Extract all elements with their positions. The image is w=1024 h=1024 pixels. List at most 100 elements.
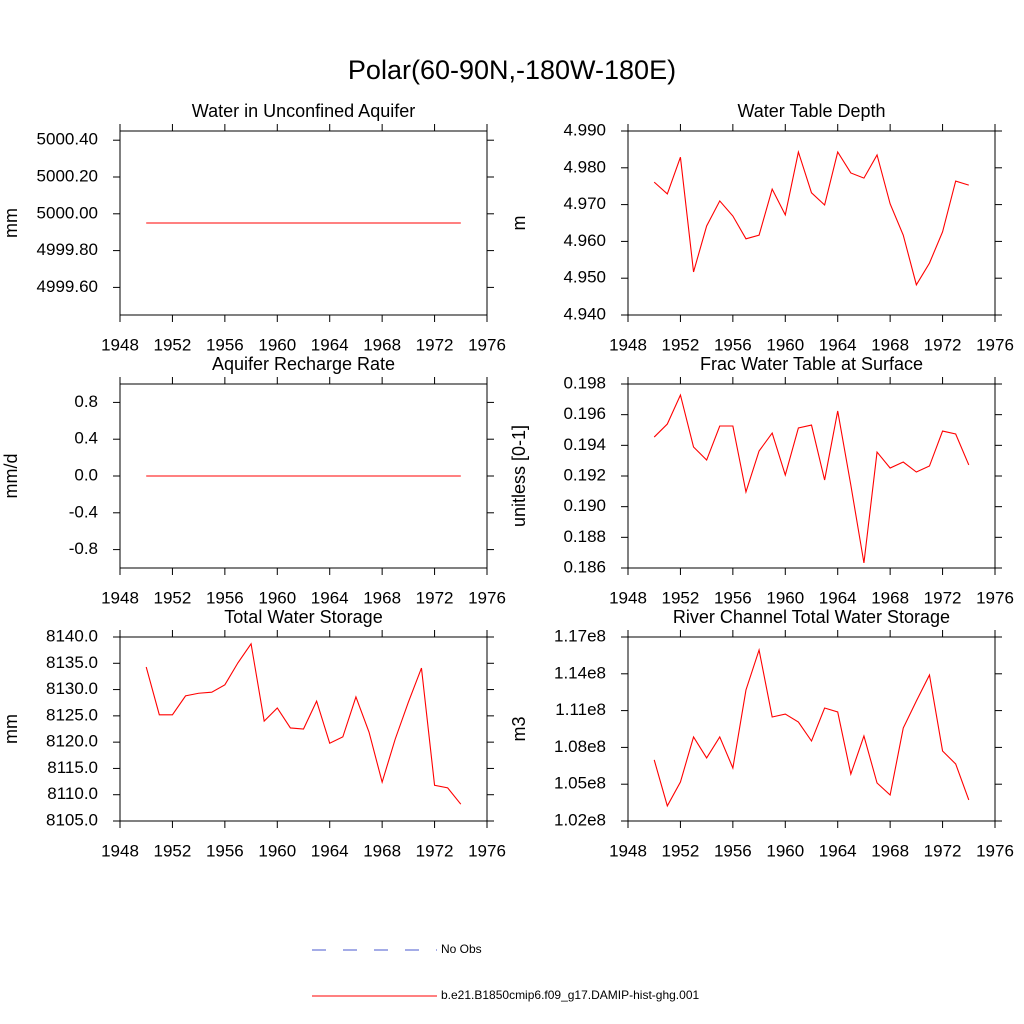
y-tick-label: 0.8 — [74, 392, 98, 411]
x-tick-label: 1976 — [976, 841, 1014, 860]
figure-title: Polar(60-90N,-180W-180E) — [348, 55, 676, 85]
x-tick-label: 1956 — [714, 841, 752, 860]
y-tick-label: 1.11e8 — [555, 700, 606, 719]
x-tick-label: 1960 — [766, 335, 804, 354]
legend-label: b.e21.B1850cmip6.f09_g17.DAMIP-hist-ghg.… — [441, 988, 699, 1002]
y-tick-label: 8110.0 — [47, 784, 98, 803]
x-tick-label: 1960 — [258, 841, 296, 860]
x-tick-label: 1968 — [871, 588, 909, 607]
x-tick-label: 1948 — [101, 588, 139, 607]
y-axis-label: mm — [1, 714, 21, 744]
y-axis-label: m — [509, 216, 529, 231]
x-tick-label: 1948 — [609, 335, 647, 354]
x-tick-label: 1948 — [609, 588, 647, 607]
y-tick-label: 1.08e8 — [554, 737, 606, 756]
panel-title: Water Table Depth — [737, 101, 885, 121]
x-tick-label: 1952 — [662, 841, 700, 860]
x-tick-label: 1964 — [311, 335, 349, 354]
x-tick-label: 1976 — [976, 588, 1014, 607]
x-tick-label: 1956 — [714, 335, 752, 354]
x-tick-label: 1964 — [311, 841, 349, 860]
x-tick-label: 1976 — [468, 588, 506, 607]
y-tick-label: 5000.00 — [37, 203, 98, 222]
y-tick-label: 8125.0 — [46, 705, 98, 724]
y-tick-label: 4999.60 — [37, 277, 98, 296]
y-tick-label: 1.02e8 — [554, 810, 606, 829]
y-tick-label: 5000.20 — [37, 166, 98, 185]
y-tick-label: 1.14e8 — [554, 663, 606, 682]
y-tick-label: 5000.40 — [37, 130, 98, 149]
x-tick-label: 1960 — [258, 335, 296, 354]
x-tick-label: 1952 — [662, 588, 700, 607]
y-tick-label: 0.190 — [563, 496, 606, 515]
data-line — [653, 647, 970, 808]
x-tick-label: 1952 — [662, 335, 700, 354]
x-tick-label: 1972 — [416, 841, 454, 860]
x-tick-label: 1960 — [766, 588, 804, 607]
x-tick-label: 1968 — [871, 841, 909, 860]
x-tick-label: 1956 — [206, 841, 244, 860]
x-tick-label: 1964 — [819, 841, 857, 860]
x-tick-label: 1976 — [468, 335, 506, 354]
x-tick-label: 1964 — [311, 588, 349, 607]
y-tick-label: 0.196 — [563, 404, 606, 423]
x-tick-label: 1972 — [924, 588, 962, 607]
y-tick-label: 8105.0 — [46, 810, 98, 829]
plot-frame — [627, 383, 996, 569]
plot-frame — [627, 636, 996, 822]
y-tick-label: 0.198 — [563, 373, 606, 392]
y-tick-label: 0.188 — [563, 527, 606, 546]
y-tick-label: 8120.0 — [46, 732, 98, 751]
x-tick-label: 1964 — [819, 588, 857, 607]
panel-title: River Channel Total Water Storage — [673, 607, 950, 627]
x-tick-label: 1952 — [154, 588, 192, 607]
x-tick-label: 1976 — [976, 335, 1014, 354]
y-tick-label: 1.17e8 — [554, 626, 606, 645]
panel-title: Aquifer Recharge Rate — [212, 354, 395, 374]
y-tick-label: 8115.0 — [47, 758, 98, 777]
legend-label: No Obs — [441, 942, 482, 956]
x-tick-label: 1960 — [258, 588, 296, 607]
x-tick-label: 1972 — [924, 335, 962, 354]
y-tick-label: 0.4 — [74, 429, 98, 448]
y-tick-label: 8135.0 — [46, 653, 98, 672]
y-tick-label: 4999.80 — [37, 240, 98, 259]
y-tick-label: 0.194 — [563, 435, 606, 454]
y-tick-label: 4.980 — [563, 157, 606, 176]
y-axis-label: mm — [1, 208, 21, 238]
panel-title: Water in Unconfined Aquifer — [192, 101, 415, 121]
y-tick-label: 4.950 — [563, 268, 606, 287]
x-tick-label: 1964 — [819, 335, 857, 354]
data-line — [145, 642, 462, 805]
x-tick-label: 1948 — [101, 841, 139, 860]
y-tick-label: -0.8 — [69, 539, 98, 558]
x-tick-label: 1968 — [363, 841, 401, 860]
y-axis-label: m3 — [509, 716, 529, 741]
y-tick-label: 4.960 — [563, 231, 606, 250]
plot-frame — [119, 636, 488, 822]
x-tick-label: 1952 — [154, 841, 192, 860]
x-tick-label: 1968 — [871, 335, 909, 354]
x-tick-label: 1972 — [416, 335, 454, 354]
x-tick-label: 1972 — [924, 841, 962, 860]
x-tick-label: 1948 — [101, 335, 139, 354]
x-tick-label: 1956 — [206, 588, 244, 607]
y-tick-label: 0.0 — [74, 465, 98, 484]
x-tick-label: 1968 — [363, 335, 401, 354]
x-tick-label: 1968 — [363, 588, 401, 607]
data-line — [653, 149, 969, 287]
x-tick-label: 1976 — [468, 841, 506, 860]
data-line — [653, 393, 970, 564]
x-tick-label: 1956 — [206, 335, 244, 354]
y-tick-label: 8130.0 — [46, 679, 98, 698]
plot-frame — [627, 130, 996, 316]
y-tick-label: 1.05e8 — [554, 774, 606, 793]
y-tick-label: 4.970 — [563, 194, 606, 213]
x-tick-label: 1952 — [154, 335, 192, 354]
y-axis-label: mm/d — [1, 454, 21, 499]
y-tick-label: -0.4 — [69, 502, 98, 521]
x-tick-label: 1960 — [766, 841, 804, 860]
panel-title: Total Water Storage — [224, 607, 382, 627]
x-tick-label: 1972 — [416, 588, 454, 607]
y-tick-label: 4.940 — [563, 304, 606, 323]
